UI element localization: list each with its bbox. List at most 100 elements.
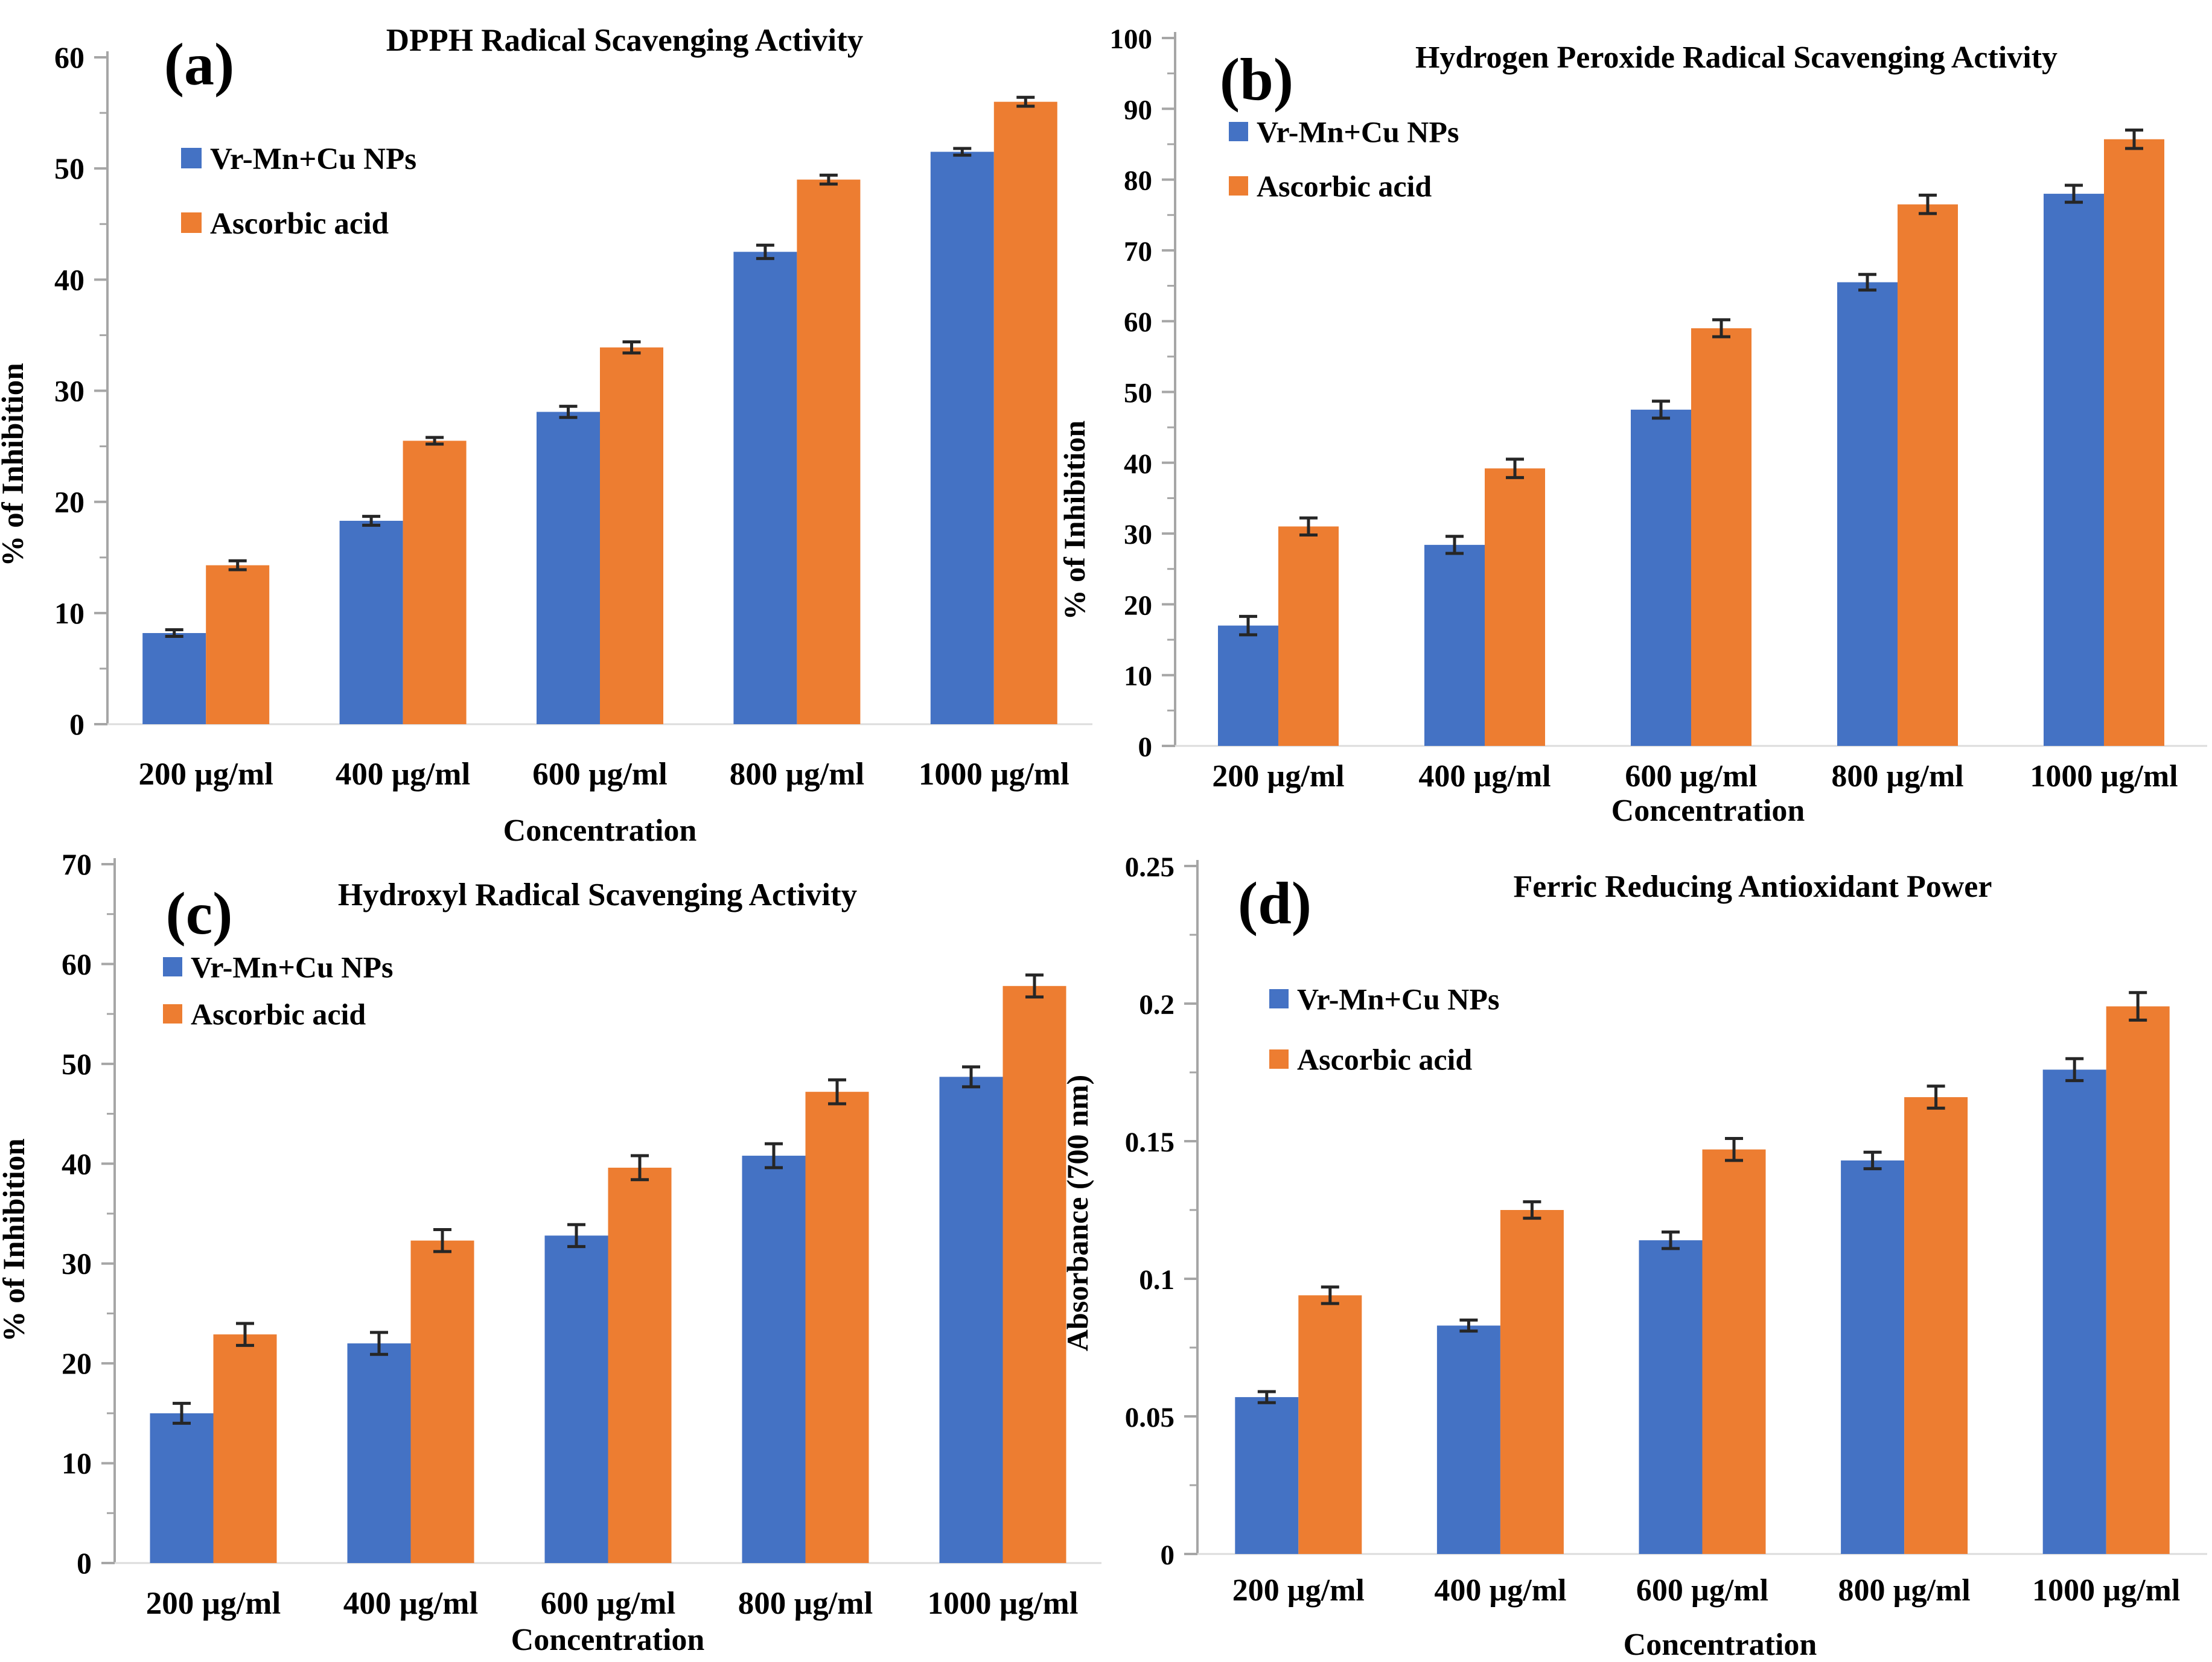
bar-vr-mn-cu-nps xyxy=(1424,544,1485,746)
error-bar xyxy=(2065,1057,2084,1083)
bar-ascorbic-acid xyxy=(805,1092,869,1563)
x-category-label: 600 µg/ml xyxy=(532,757,667,792)
bar-vr-mn-cu-nps xyxy=(537,412,600,724)
y-tick-label: 20 xyxy=(62,1346,92,1380)
y-tick-label: 0.2 xyxy=(1139,989,1175,1020)
x-category-label: 400 µg/ml xyxy=(336,757,470,792)
bar-ascorbic-acid xyxy=(1485,468,1545,746)
y-axis-title: Absorbance (700 nm) xyxy=(1060,1075,1094,1351)
x-category-label: 200 µg/ml xyxy=(146,1586,281,1621)
panel-letter: (b) xyxy=(1220,46,1293,113)
legend-swatch-vr-mn-cu-nps-icon xyxy=(163,957,182,976)
error-bar xyxy=(1523,1200,1541,1220)
y-tick-label: 50 xyxy=(54,151,84,185)
bar-vr-mn-cu-nps xyxy=(939,1077,1003,1563)
legend-swatch-vr-mn-cu-nps-icon xyxy=(1269,989,1289,1008)
x-category-label: 200 µg/ml xyxy=(139,757,273,792)
error-bar xyxy=(173,1401,191,1425)
x-category-label: 600 µg/ml xyxy=(541,1586,675,1621)
bar-ascorbic-acid xyxy=(403,441,467,724)
panel-b: 0 10 20 30 40 50 60 70 80 90 100 200 µg/ml 400 µg/ml… xyxy=(1057,24,2207,828)
panel-c: 0 10 20 30 40 50 60 70 200 µg/ml 400 µg/ml 600 µg/… xyxy=(0,847,1101,1657)
error-bar xyxy=(1662,1230,1680,1250)
y-axis-title: % of Inhibition xyxy=(0,1138,31,1342)
x-category-label: 400 µg/ml xyxy=(1418,759,1551,794)
bar-vr-mn-cu-nps xyxy=(733,252,797,725)
panel-letter: (a) xyxy=(164,31,235,98)
error-bar xyxy=(1863,1150,1882,1171)
error-bar xyxy=(228,559,247,572)
y-tick-label: 60 xyxy=(62,947,92,981)
error-bar xyxy=(765,1142,783,1170)
chart-title: Hydrogen Peroxide Radical Scavenging Act… xyxy=(1415,40,2057,75)
bar-ascorbic-acid xyxy=(993,101,1057,725)
bar-vr-mn-cu-nps xyxy=(930,151,994,724)
y-axis-title: % of Inhibition xyxy=(1057,420,1091,620)
x-category-label: 1000 µg/ml xyxy=(919,757,1069,792)
y-tick-label: 0 xyxy=(1161,1539,1175,1571)
y-tick-label: 70 xyxy=(1124,236,1152,267)
legend-swatch-ascorbic-acid-icon xyxy=(163,1004,182,1024)
bar-ascorbic-acid xyxy=(1298,1295,1362,1554)
legend-swatch-ascorbic-acid-icon xyxy=(1269,1049,1289,1069)
error-bar xyxy=(1321,1285,1339,1305)
y-tick-label: 0 xyxy=(77,1546,92,1580)
legend-label-vr-mn-cu-nps: Vr-Mn+Cu NPs xyxy=(210,142,416,176)
error-bar xyxy=(362,515,381,527)
chart-title: DPPH Radical Scavenging Activity xyxy=(386,23,864,58)
y-tick-label: 60 xyxy=(54,40,84,74)
bar-vr-mn-cu-nps xyxy=(347,1343,411,1563)
x-category-label: 200 µg/ml xyxy=(1212,759,1344,794)
bar-ascorbic-acid xyxy=(2106,1006,2170,1554)
error-bar xyxy=(433,1227,451,1253)
bar-ascorbic-acid xyxy=(206,565,270,724)
x-category-label: 800 µg/ml xyxy=(1831,759,1963,794)
x-category-label: 400 µg/ml xyxy=(343,1586,478,1621)
y-tick-label: 30 xyxy=(54,374,84,408)
x-category-label: 200 µg/ml xyxy=(1232,1573,1365,1608)
error-bar xyxy=(1927,1084,1945,1110)
x-axis-title: Concentration xyxy=(503,813,697,848)
error-bar xyxy=(1919,193,1937,215)
error-bar xyxy=(559,404,578,419)
error-bar xyxy=(2125,128,2143,150)
panel-letter: (d) xyxy=(1238,870,1312,937)
x-category-label: 800 µg/ml xyxy=(730,757,864,792)
bar-ascorbic-acid xyxy=(1904,1097,1968,1554)
y-tick-label: 50 xyxy=(1124,378,1152,409)
error-bar xyxy=(1506,457,1524,479)
chart-title: Hydroxyl Radical Scavenging Activity xyxy=(338,877,857,912)
y-tick-label: 0.05 xyxy=(1125,1402,1175,1433)
y-tick-label: 0 xyxy=(1138,731,1153,763)
legend-label-vr-mn-cu-nps: Vr-Mn+Cu NPs xyxy=(191,950,393,984)
y-tick-label: 30 xyxy=(62,1247,92,1281)
bar-vr-mn-cu-nps xyxy=(1837,282,1898,746)
bar-vr-mn-cu-nps xyxy=(150,1413,214,1563)
legend-swatch-ascorbic-acid-icon xyxy=(1229,176,1248,196)
legend-label-vr-mn-cu-nps: Vr-Mn+Cu NPs xyxy=(1297,982,1499,1016)
bar-vr-mn-cu-nps xyxy=(1639,1240,1703,1554)
bar-vr-mn-cu-nps xyxy=(1841,1160,1905,1554)
bar-vr-mn-cu-nps xyxy=(1436,1325,1500,1554)
bar-vr-mn-cu-nps xyxy=(742,1156,806,1563)
error-bar xyxy=(1652,400,1670,420)
y-tick-label: 0.25 xyxy=(1125,852,1175,883)
error-bar xyxy=(1712,318,1730,339)
error-bar xyxy=(756,243,774,260)
bar-ascorbic-acid xyxy=(2104,139,2164,746)
y-tick-label: 20 xyxy=(1124,590,1152,621)
y-tick-label: 10 xyxy=(62,1447,92,1480)
legend-swatch-vr-mn-cu-nps-icon xyxy=(181,148,202,168)
y-axis-title: % of Inhibition xyxy=(0,363,30,566)
bar-vr-mn-cu-nps xyxy=(2042,1069,2106,1554)
y-tick-label: 60 xyxy=(1124,307,1152,338)
error-bar xyxy=(1445,535,1464,555)
bar-ascorbic-acid xyxy=(1002,985,1066,1563)
y-tick-label: 90 xyxy=(1124,94,1152,126)
bar-ascorbic-acid xyxy=(410,1240,474,1563)
legend-label-ascorbic-acid: Ascorbic acid xyxy=(210,207,389,241)
error-bar xyxy=(1257,1390,1276,1404)
legend-swatch-vr-mn-cu-nps-icon xyxy=(1229,122,1248,141)
bar-vr-mn-cu-nps xyxy=(1235,1397,1299,1554)
